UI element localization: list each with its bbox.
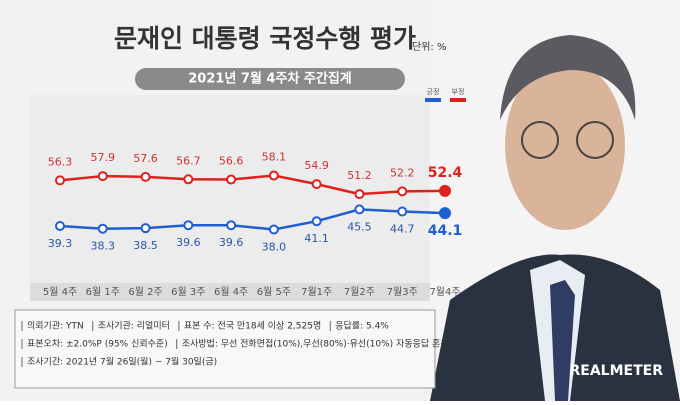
value-label: 54.9 — [304, 159, 329, 172]
category-band — [30, 283, 475, 301]
glasses — [576, 121, 614, 159]
point — [439, 184, 451, 197]
legend-swatch — [450, 98, 466, 102]
x-tick-label: 6월 2주 — [128, 286, 162, 298]
footer-text: 응답률: 5.4% — [335, 320, 389, 332]
legend-swatch — [425, 98, 441, 102]
x-tick-label: 6월 1주 — [86, 286, 120, 298]
value-label: 39.6 — [219, 236, 244, 249]
value-label: 38.3 — [91, 240, 116, 253]
x-tick-label: 7월1주 — [301, 286, 332, 298]
glasses — [521, 121, 559, 159]
point — [397, 206, 408, 217]
x-tick-label: 6월 3주 — [171, 286, 205, 298]
point — [183, 174, 194, 185]
subtitle-pill — [135, 68, 405, 90]
footer-text: 의뢰기관: YTN — [27, 321, 84, 332]
footer-text: 표본 수: 전국 만18세 이상 2,525명 — [184, 321, 321, 332]
point — [97, 223, 108, 234]
x-tick-label: 6월 4주 — [214, 286, 248, 298]
value-label: 41.1 — [304, 232, 329, 245]
point — [183, 220, 194, 231]
point — [397, 186, 408, 197]
subtitle: 2021년 7월 4주차 주간집계 — [188, 71, 352, 87]
value-label: 51.2 — [347, 169, 372, 182]
face — [505, 60, 625, 230]
value-label: 57.6 — [133, 152, 158, 165]
value-label: 56.7 — [176, 154, 201, 167]
point — [354, 189, 365, 200]
x-tick-label: 6월 5주 — [257, 286, 291, 298]
plot: 5월 4주 6월 1주 6월 2주 6월 3주 6월 4주 6월 5주 7월1주 7월2주 7월… — [43, 87, 466, 298]
point — [268, 170, 279, 181]
x-tick-label: 7월3주 — [387, 286, 418, 298]
point — [55, 221, 65, 232]
unit: 단위: % — [412, 40, 446, 53]
tie — [550, 280, 575, 401]
x-tick-label: 7월2주 — [344, 286, 375, 298]
brand: REALMETER — [570, 363, 664, 379]
point — [55, 175, 65, 186]
footer-text: 조사기관: 리얼미터 — [98, 321, 170, 332]
x-tick-label: 7월4주 — [429, 286, 460, 298]
value-label: 57.9 — [91, 151, 116, 164]
point — [97, 171, 108, 182]
legend-label: 긍정 — [427, 87, 440, 96]
footer: 의뢰기관: YTN 조사기관: 리얼미터 표본 수: 전국 만18세 이상 2,52… — [21, 320, 449, 368]
footer-box — [14, 309, 436, 389]
series-line — [59, 174, 446, 196]
value-label: 56.3 — [48, 155, 73, 168]
value-label: 52.2 — [390, 166, 415, 179]
legend-label: 부정 — [452, 87, 465, 96]
footer-text: 표본오차: ±2.0%P (95% 신뢰수준) — [27, 338, 168, 350]
point — [268, 224, 279, 235]
value-label: 38.5 — [133, 239, 158, 252]
chart-title: 문재인 대통령 국정수행 평가 — [114, 24, 416, 53]
value-label: 44.1 — [428, 223, 463, 239]
portrait: REALMETER — [430, 0, 680, 401]
point — [311, 179, 322, 190]
value-label: 39.3 — [48, 237, 73, 250]
value-label: 56.6 — [219, 155, 244, 168]
point — [226, 220, 237, 231]
footer-text: 조사기간: 2021년 7월 26일(월) ~ 7월 30일(금) — [27, 356, 217, 368]
point — [140, 171, 151, 182]
point — [354, 204, 365, 215]
series-line — [59, 208, 446, 231]
value-label: 44.7 — [390, 223, 415, 236]
value-label: 38.0 — [262, 241, 287, 254]
value-label: 52.4 — [428, 165, 463, 181]
value-label: 58.1 — [262, 151, 287, 164]
value-label: 39.6 — [176, 236, 201, 249]
point — [439, 207, 451, 220]
plot-area — [30, 95, 475, 300]
x-tick-label: 5월 4주 — [43, 286, 77, 298]
point — [140, 223, 151, 234]
point — [226, 174, 237, 185]
point — [311, 216, 322, 227]
value-label: 45.5 — [347, 220, 372, 233]
footer-text: 조사방법: 무선 전화면접(10%),무선(80%)·유선(10%) 자동응답 … — [182, 338, 449, 350]
hair — [500, 35, 636, 120]
